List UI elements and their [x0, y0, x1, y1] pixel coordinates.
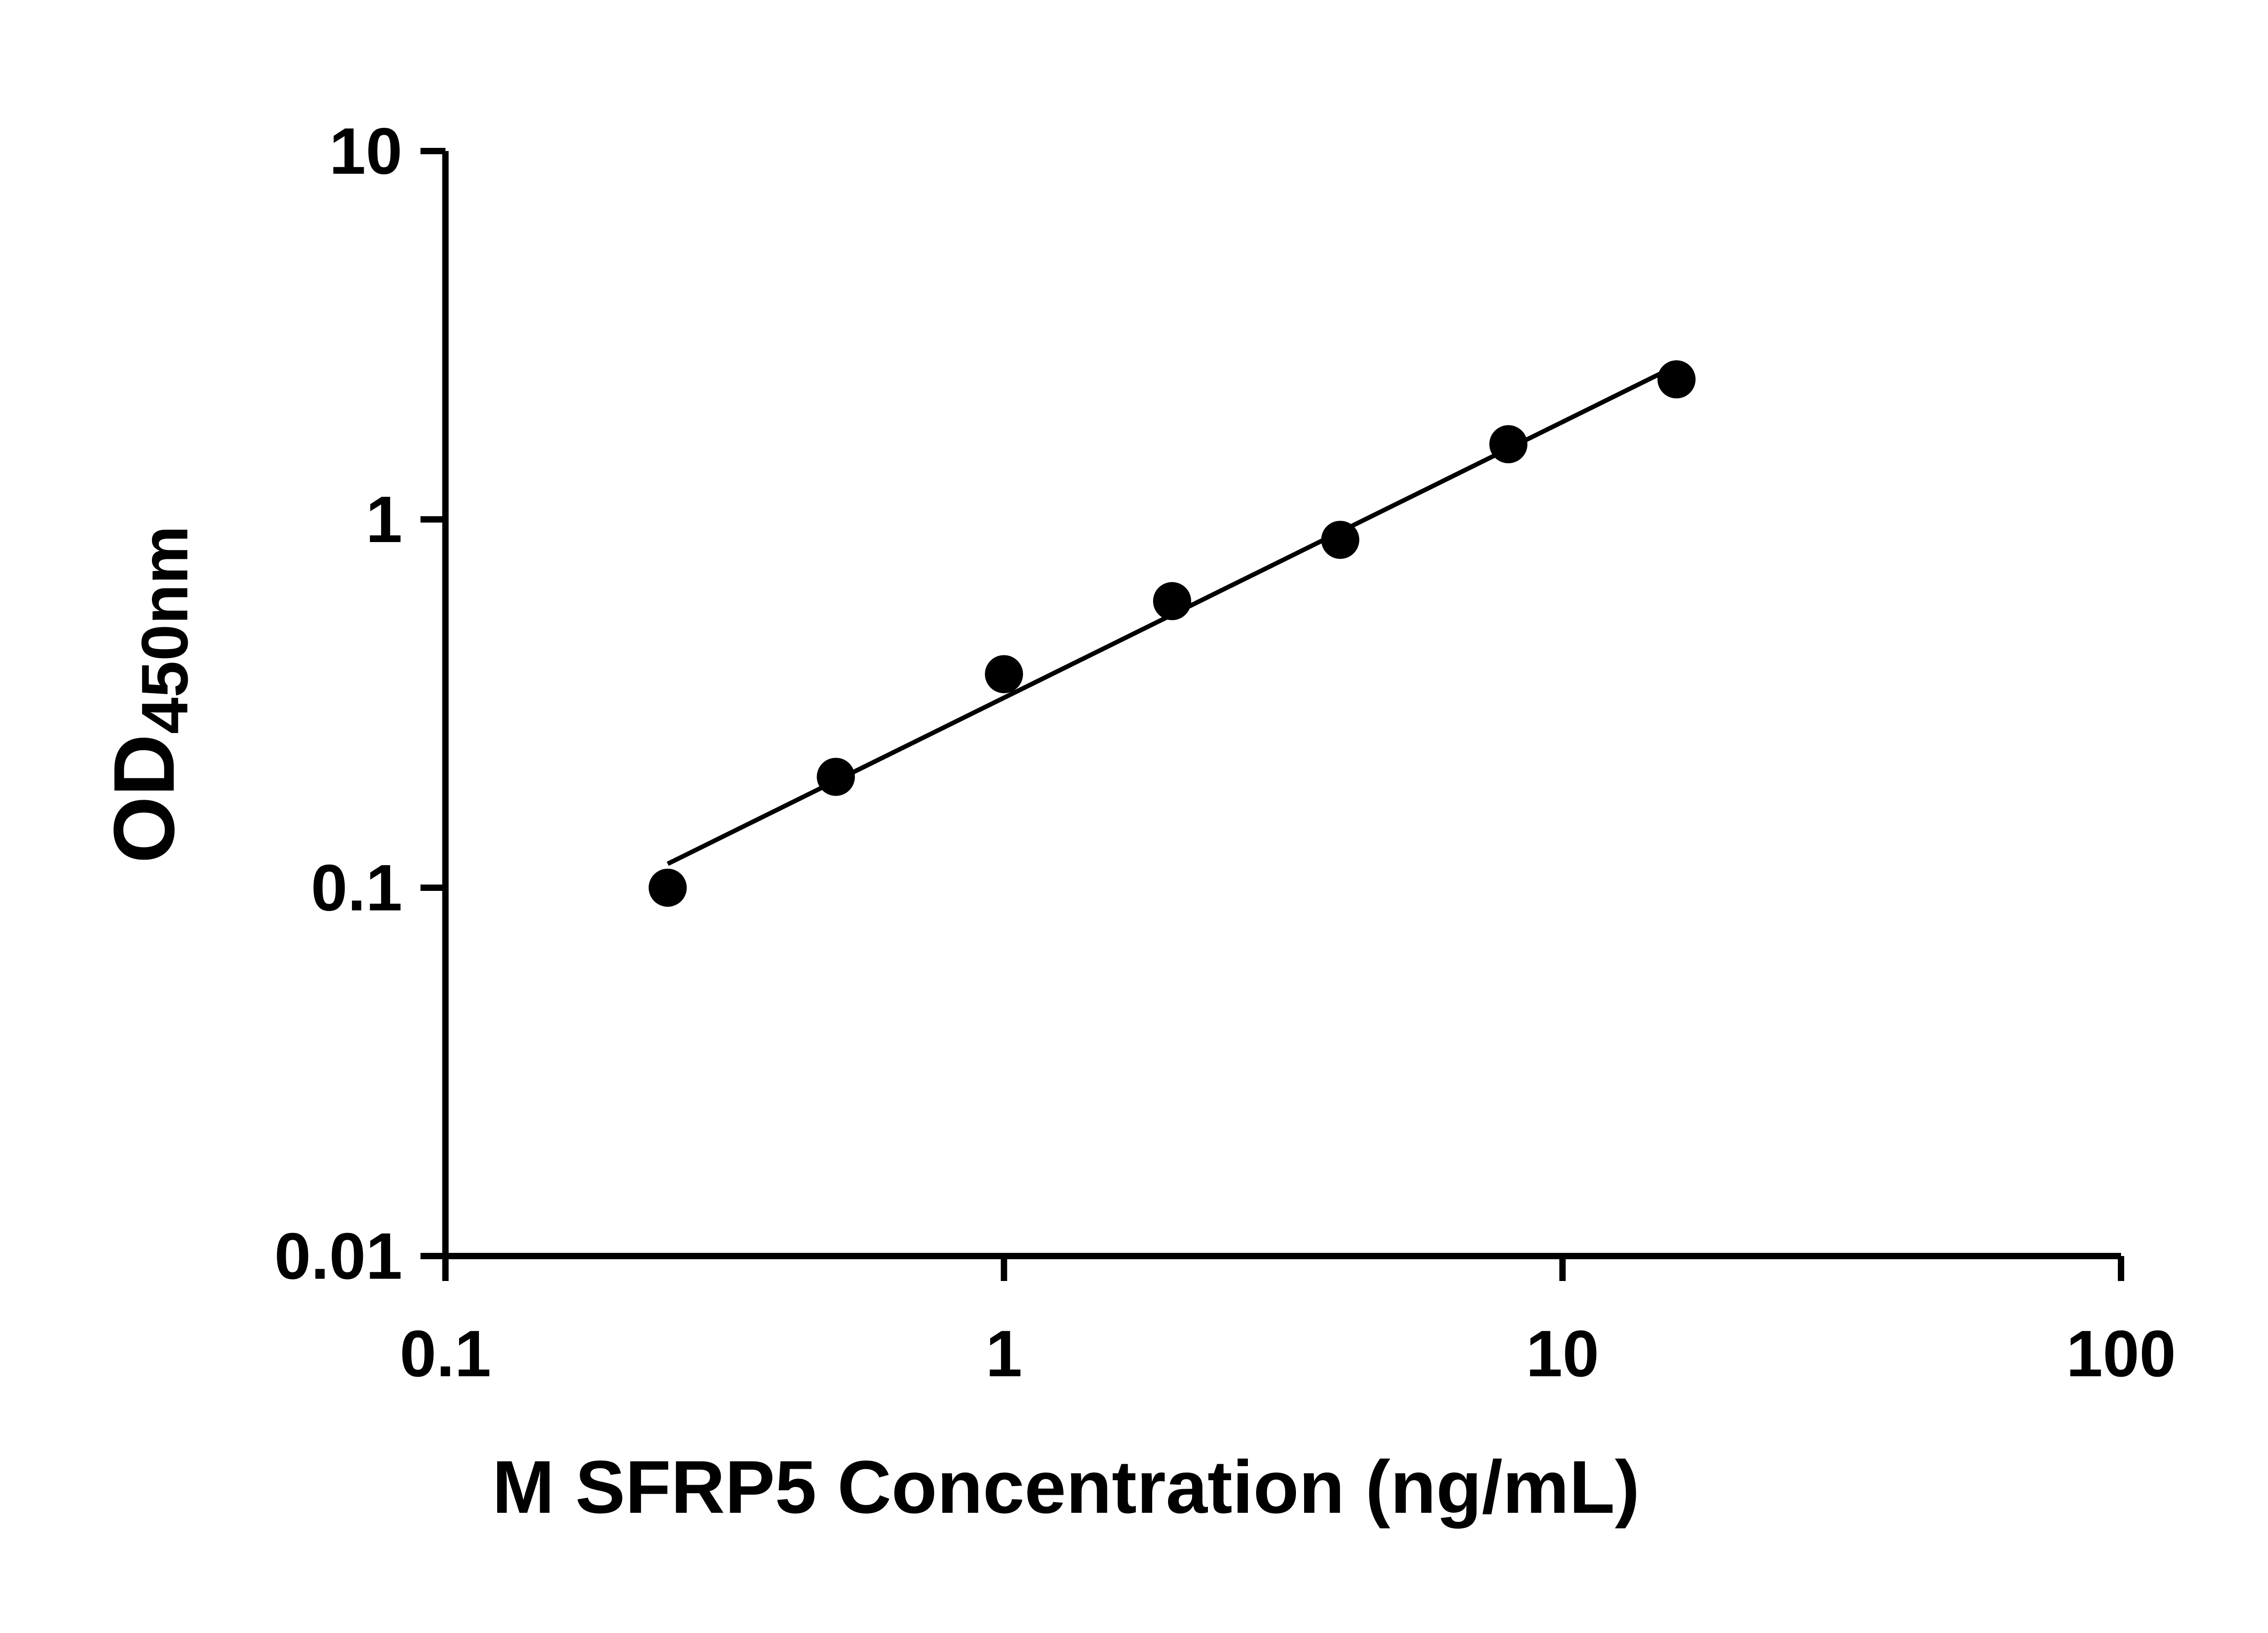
y-axis-tick-label: 1	[366, 483, 402, 556]
y-axis-title-subscript: 450nm	[128, 526, 201, 734]
x-axis-title: M SFRP5 Concentration (ng/mL)	[492, 1445, 1640, 1529]
y-axis-tick-label: 0.1	[311, 851, 402, 924]
x-axis-tick-label: 10	[1526, 1317, 1599, 1390]
x-axis-tick-label: 0.1	[400, 1317, 491, 1390]
x-axis-tick-label: 1	[986, 1317, 1022, 1390]
data-point	[816, 758, 855, 796]
data-point	[648, 869, 687, 907]
x-axis-tick-label: 100	[2066, 1317, 2176, 1390]
y-axis-tick-label: 10	[329, 114, 402, 188]
axes-frame	[442, 151, 2121, 1259]
data-point	[1489, 425, 1528, 464]
y-axis-tick-label: 0.01	[274, 1219, 402, 1293]
data-point	[1153, 582, 1192, 621]
y-axis-title-main: OD	[96, 734, 192, 863]
data-point	[1657, 360, 1696, 399]
data-point	[985, 655, 1023, 694]
data-point	[1321, 521, 1359, 559]
y-axis-title: OD450nm	[96, 526, 201, 863]
